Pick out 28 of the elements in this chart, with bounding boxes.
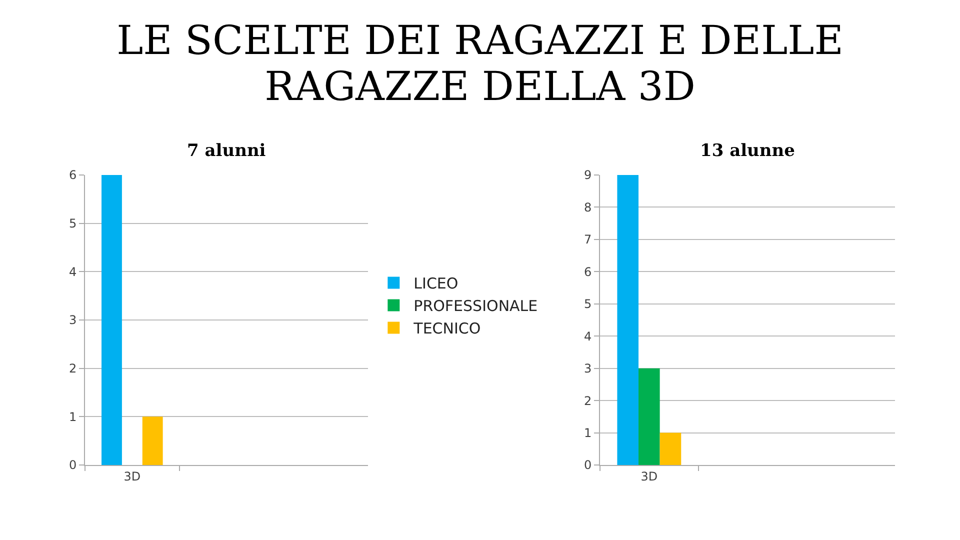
y-tick-label: 9 <box>584 168 592 182</box>
bar <box>638 368 660 465</box>
y-tick-label: 2 <box>68 362 77 376</box>
chart-subtitle: 7 alunni <box>187 141 266 161</box>
y-tick-label: 8 <box>584 200 592 214</box>
chart-title: 13 alunne <box>700 141 796 161</box>
bar <box>617 175 639 465</box>
y-tick-label: 0 <box>68 458 77 472</box>
y-tick-label: 6 <box>68 168 77 182</box>
y-tick-label: 3 <box>68 313 77 328</box>
y-tick-label: 1 <box>68 410 77 424</box>
x-tick-label: 3D <box>124 469 141 484</box>
y-tick-label: 3 <box>584 362 592 376</box>
x-tick-label: 3D <box>640 469 658 484</box>
y-tick-label: 4 <box>584 329 592 344</box>
bar <box>660 432 682 465</box>
y-tick-label: 1 <box>584 426 592 440</box>
text: LE SCELTE DEI RAGAZZI E DELLE RAGAZZE DELLA 3D <box>116 18 844 110</box>
y-tick-label: 0 <box>584 458 592 472</box>
y-tick-label: 7 <box>584 232 592 247</box>
y-tick-label: 5 <box>584 297 592 312</box>
y-tick-label: 5 <box>68 216 77 231</box>
y-tick-label: 6 <box>584 264 592 279</box>
y-tick-label: 4 <box>68 264 77 279</box>
y-tick-label: 2 <box>584 394 592 408</box>
legend-label: TECNICO <box>412 320 481 338</box>
legend-label: PROFESSIONALE <box>414 297 538 316</box>
legend-label: LICEO <box>414 274 458 293</box>
